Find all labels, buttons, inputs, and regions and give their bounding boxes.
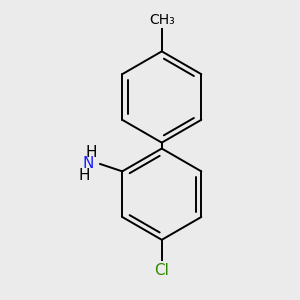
Text: Cl: Cl <box>154 263 169 278</box>
Text: H: H <box>79 168 90 183</box>
Text: CH₃: CH₃ <box>149 13 175 27</box>
Text: H: H <box>85 145 97 160</box>
Text: N: N <box>82 157 94 172</box>
